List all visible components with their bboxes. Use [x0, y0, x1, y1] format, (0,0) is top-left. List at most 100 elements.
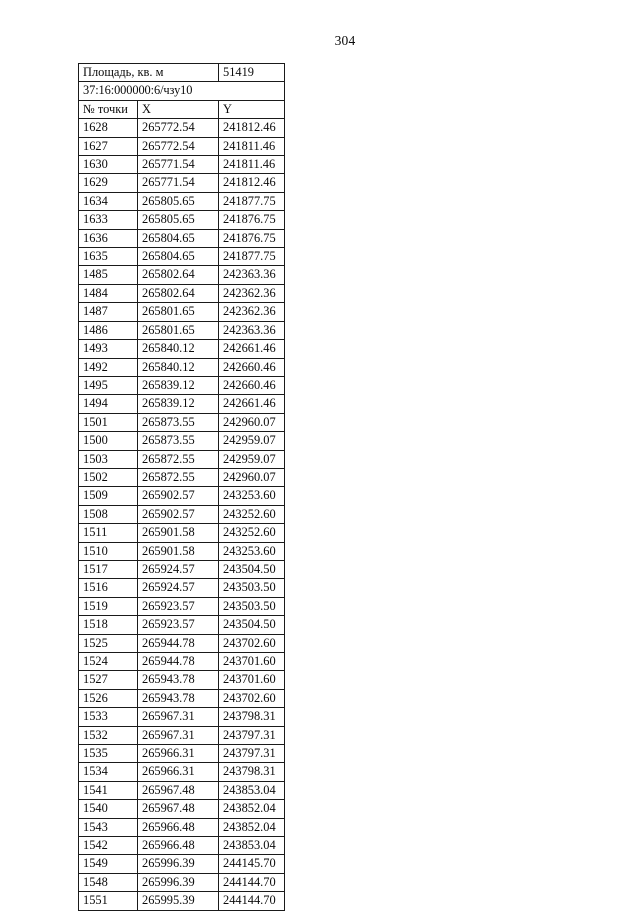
cell-x: 265967.48: [137, 799, 219, 819]
cell-x: 265873.55: [137, 431, 219, 451]
cell-point-number: 1503: [78, 449, 138, 469]
cell-y: 242363.36: [218, 320, 285, 341]
cell-point-number: 1500: [78, 431, 138, 451]
cell-x: 265967.31: [137, 725, 219, 746]
cell-x: 265924.57: [137, 559, 219, 580]
cell-y: 242959.07: [218, 449, 285, 469]
cell-y: 243798.31: [218, 762, 285, 782]
cell-point-number: 1627: [78, 136, 138, 157]
table-row: 1540 265967.48 243852.04: [78, 799, 285, 819]
cell-x: 265967.31: [137, 707, 219, 727]
cell-y: 244145.70: [218, 854, 285, 874]
cell-x: 265966.48: [137, 836, 219, 856]
cell-x: 265805.65: [137, 210, 219, 230]
table-row: 1630 265771.54 241811.46: [78, 155, 285, 175]
cell-point-number: 1494: [78, 394, 138, 414]
cell-y: 242661.46: [218, 394, 285, 414]
cell-y: 241811.46: [218, 136, 285, 157]
cell-point-number: 1534: [78, 762, 138, 782]
cell-y: 244144.70: [218, 872, 285, 893]
cell-y: 243701.60: [218, 651, 285, 672]
cell-y: 241877.75: [218, 191, 285, 212]
cell-y: 243852.04: [218, 817, 285, 838]
area-value: 51419: [218, 62, 285, 83]
column-header-y: Y: [218, 99, 285, 120]
cell-point-number: 1541: [78, 780, 138, 801]
cell-x: 265923.57: [137, 596, 219, 617]
table-row: 1500 265873.55 242959.07: [78, 431, 285, 451]
cell-x: 265943.78: [137, 688, 219, 709]
cell-x: 265873.55: [137, 412, 219, 433]
cell-point-number: 1509: [78, 486, 138, 506]
cell-point-number: 1492: [78, 357, 138, 377]
cell-x: 265901.58: [137, 523, 219, 543]
cell-y: 243702.60: [218, 633, 285, 654]
cell-x: 265802.64: [137, 265, 219, 285]
cell-y: 241877.75: [218, 247, 285, 267]
table-row: 1503 265872.55 242959.07: [78, 449, 285, 469]
table-row: 1527 265943.78 243701.60: [78, 670, 285, 690]
cell-point-number: 1628: [78, 118, 138, 138]
cell-y: 243797.31: [218, 744, 285, 764]
column-header-x: X: [137, 99, 219, 120]
cell-point-number: 1525: [78, 633, 138, 654]
cell-y: 243852.04: [218, 799, 285, 819]
cell-point-number: 1517: [78, 559, 138, 580]
cell-y: 241812.46: [218, 118, 285, 138]
table-row: 1501 265873.55 242960.07: [78, 412, 285, 433]
cell-y: 243252.60: [218, 523, 285, 543]
cell-point-number: 1542: [78, 836, 138, 856]
cell-point-number: 1487: [78, 302, 138, 322]
cell-x: 265840.12: [137, 339, 219, 359]
cell-x: 265966.48: [137, 817, 219, 838]
cell-point-number: 1510: [78, 541, 138, 561]
cell-point-number: 1549: [78, 854, 138, 874]
cell-y: 241876.75: [218, 228, 285, 249]
table-row: 1509 265902.57 243253.60: [78, 486, 285, 506]
cell-y: 242362.36: [218, 302, 285, 322]
table-row: 1519 265923.57 243503.50: [78, 596, 285, 617]
cell-y: 243853.04: [218, 780, 285, 801]
cell-y: 243253.60: [218, 541, 285, 561]
cell-y: 243253.60: [218, 486, 285, 506]
cell-point-number: 1527: [78, 670, 138, 690]
cell-x: 265967.48: [137, 780, 219, 801]
cell-y: 243503.50: [218, 578, 285, 598]
cell-x: 265804.65: [137, 228, 219, 249]
cell-point-number: 1485: [78, 265, 138, 285]
cadastral-row: 37:16:000000:6/чзу10: [78, 81, 285, 101]
table-row: 1486 265801.65 242363.36: [78, 320, 285, 341]
coordinate-table: Площадь, кв. м 51419 37:16:000000:6/чзу1…: [78, 62, 285, 911]
cell-x: 265840.12: [137, 357, 219, 377]
table-row: 1485 265802.64 242363.36: [78, 265, 285, 285]
cell-x: 265801.65: [137, 320, 219, 341]
cell-x: 265772.54: [137, 118, 219, 138]
cell-y: 242363.36: [218, 265, 285, 285]
cell-point-number: 1486: [78, 320, 138, 341]
cell-x: 265901.58: [137, 541, 219, 561]
cell-x: 265943.78: [137, 670, 219, 690]
cell-point-number: 1635: [78, 247, 138, 267]
coordinate-table-body: Площадь, кв. м 51419 37:16:000000:6/чзу1…: [78, 62, 285, 911]
table-row: 1534 265966.31 243798.31: [78, 762, 285, 782]
cell-x: 265801.65: [137, 302, 219, 322]
table-row: 1636 265804.65 241876.75: [78, 228, 285, 249]
cell-y: 243797.31: [218, 725, 285, 746]
cell-y: 242362.36: [218, 283, 285, 304]
page-number: 304: [334, 33, 356, 48]
cell-y: 241812.46: [218, 173, 285, 193]
cell-point-number: 1548: [78, 872, 138, 893]
cell-point-number: 1518: [78, 615, 138, 635]
table-row: 1548 265996.39 244144.70: [78, 872, 285, 893]
cell-x: 265771.54: [137, 173, 219, 193]
table-row: 1494 265839.12 242661.46: [78, 394, 285, 414]
table-row: 1487 265801.65 242362.36: [78, 302, 285, 322]
cell-x: 265995.39: [137, 891, 219, 911]
cell-point-number: 1636: [78, 228, 138, 249]
cell-point-number: 1519: [78, 596, 138, 617]
cell-point-number: 1493: [78, 339, 138, 359]
cell-point-number: 1630: [78, 155, 138, 175]
cell-point-number: 1551: [78, 891, 138, 911]
column-header-point: № точки: [78, 99, 138, 120]
